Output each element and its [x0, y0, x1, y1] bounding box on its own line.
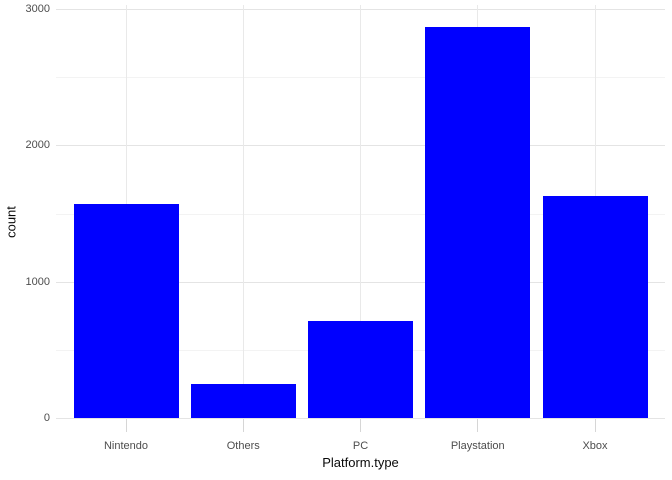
x-gridline-pc	[360, 5, 361, 418]
x-tick-xbox	[594, 419, 596, 432]
y-tick-label-3000: 3000	[25, 3, 50, 15]
x-tick-others	[242, 419, 244, 432]
y-major-gridline-0	[56, 418, 665, 419]
x-tick-label-pc: PC	[352, 440, 369, 452]
x-axis-title: Platform.type	[322, 455, 399, 470]
bar-others	[190, 383, 296, 418]
y-tick-label-0: 0	[43, 412, 50, 424]
y-axis-title: count	[3, 206, 19, 238]
x-tick-label-others: Others	[226, 440, 260, 452]
x-tick-label-xbox: Xbox	[582, 440, 608, 452]
x-tick-pc	[360, 419, 361, 432]
x-tick-playstation	[477, 419, 479, 432]
y-tick-label-1000: 1000	[25, 275, 50, 288]
x-gridline-others	[242, 5, 244, 418]
y-tick-label-2000: 2000	[25, 139, 50, 152]
x-tick-label-nintendo: Nintendo	[103, 440, 149, 452]
bar-xbox	[542, 195, 648, 418]
plot-panel	[56, 5, 665, 419]
bar-playstation	[425, 26, 531, 418]
x-tick-nintendo	[125, 419, 127, 432]
bar-nintendo	[73, 203, 179, 418]
bar-pc	[308, 321, 413, 418]
x-tick-label-playstation: Playstation	[450, 440, 505, 452]
